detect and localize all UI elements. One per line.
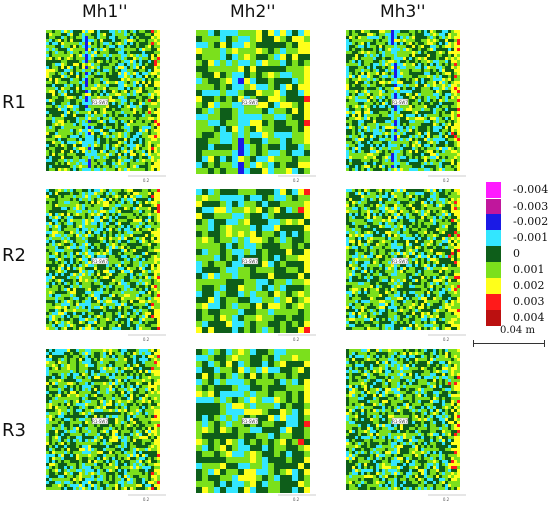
deformation-map: R1-SW7 0.2 [196, 189, 316, 342]
legend-label: 0 [513, 247, 520, 260]
deformation-map: R1-SW7 0.2 [346, 30, 466, 183]
panel-label: R1-SW7 [92, 100, 108, 105]
deformation-map-panel: R1-SW7 0.2 [346, 189, 470, 343]
column-header-mh1: Mh1'' [82, 2, 128, 22]
deformation-map-panel: R1-SW7 0.2 [346, 349, 470, 503]
row-header-r2: R2 [2, 245, 26, 266]
deformation-map-panel: R1-SW7 0.2 [46, 30, 170, 184]
legend-swatch [486, 278, 501, 294]
legend-label: 0.001 [513, 263, 545, 276]
column-header-mh3: Mh3'' [380, 2, 426, 22]
legend-swatch [486, 310, 501, 326]
row-header-r1: R1 [2, 92, 26, 113]
panel-label: R1-SW7 [92, 419, 108, 424]
legend-swatch [486, 246, 501, 262]
panel-label: R1-SW7 [242, 259, 258, 264]
panel-axis-tick: 0.2 [293, 337, 300, 342]
legend-swatch [486, 294, 501, 310]
legend-swatch [486, 214, 501, 230]
panel-axis-tick: 0.2 [143, 337, 150, 342]
deformation-map: R1-SW7 0.2 [346, 349, 466, 502]
legend-swatch [486, 262, 501, 278]
scale-bar [473, 340, 545, 347]
panel-label: R1-SW7 [392, 259, 408, 264]
deformation-map: R1-SW7 0.2 [46, 349, 166, 502]
panel-label: R1-SW7 [392, 100, 408, 105]
legend-label: -0.001 [513, 231, 549, 244]
legend-label: 0.002 [513, 279, 545, 292]
legend-swatch [486, 182, 501, 198]
deformation-map: R1-SW7 0.2 [196, 30, 316, 183]
panel-axis-tick: 0.2 [443, 337, 450, 342]
row-header-r3: R3 [2, 420, 26, 441]
deformation-map-panel: R1-SW7 0.2 [196, 30, 320, 184]
deformation-map-panel: R1-SW7 0.2 [196, 189, 320, 343]
legend-label: -0.004 [513, 183, 549, 196]
deformation-map-panel: R1-SW7 0.2 [346, 30, 470, 184]
deformation-map-panel: R1-SW7 0.2 [46, 189, 170, 343]
legend-swatch [486, 230, 501, 246]
panel-axis-tick: 0.2 [143, 497, 150, 502]
panel-label: R1-SW7 [242, 100, 258, 105]
panel-axis-tick: 0.2 [443, 497, 450, 502]
legend-label: 0.003 [513, 295, 545, 308]
legend-label: 0.004 [513, 311, 545, 324]
panel-label: R1-SW7 [92, 259, 108, 264]
column-header-mh2: Mh2'' [230, 2, 276, 22]
deformation-map: R1-SW7 0.2 [196, 349, 316, 502]
legend-label: -0.003 [513, 200, 549, 213]
deformation-map: R1-SW7 0.2 [346, 189, 466, 342]
panel-label: R1-SW7 [242, 419, 258, 424]
panel-axis-tick: 0.2 [293, 497, 300, 502]
deformation-map: R1-SW7 0.2 [46, 189, 166, 342]
panel-label: R1-SW7 [392, 419, 408, 424]
panel-axis-tick: 0.2 [443, 178, 450, 183]
legend-swatch [486, 199, 501, 215]
scale-bar-label: 0.04 m [500, 325, 535, 336]
deformation-map: R1-SW7 0.2 [46, 30, 166, 183]
legend-label: -0.002 [513, 215, 549, 228]
deformation-map-panel: R1-SW7 0.2 [46, 349, 170, 503]
panel-axis-tick: 0.2 [293, 178, 300, 183]
panel-axis-tick: 0.2 [143, 178, 150, 183]
deformation-map-panel: R1-SW7 0.2 [196, 349, 320, 503]
